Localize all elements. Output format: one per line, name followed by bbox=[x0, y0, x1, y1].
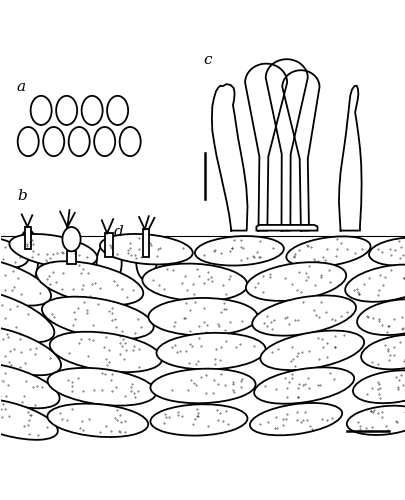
Bar bbox=[105, 234, 113, 257]
Polygon shape bbox=[211, 84, 247, 231]
Ellipse shape bbox=[42, 296, 153, 340]
Ellipse shape bbox=[142, 264, 247, 301]
Bar bbox=[67, 252, 76, 264]
Ellipse shape bbox=[47, 368, 156, 406]
Ellipse shape bbox=[56, 96, 77, 125]
Ellipse shape bbox=[252, 296, 355, 336]
Ellipse shape bbox=[119, 127, 141, 156]
Ellipse shape bbox=[0, 236, 28, 268]
Ellipse shape bbox=[352, 370, 405, 403]
Ellipse shape bbox=[0, 363, 60, 408]
Bar bbox=[26, 226, 31, 249]
Ellipse shape bbox=[94, 127, 115, 156]
Ellipse shape bbox=[286, 236, 370, 267]
Ellipse shape bbox=[9, 234, 97, 268]
Ellipse shape bbox=[0, 326, 61, 375]
Ellipse shape bbox=[0, 258, 51, 306]
Ellipse shape bbox=[148, 298, 257, 336]
Ellipse shape bbox=[136, 244, 156, 281]
Ellipse shape bbox=[0, 288, 54, 343]
Polygon shape bbox=[338, 86, 361, 231]
Polygon shape bbox=[245, 64, 286, 230]
Bar bbox=[143, 229, 149, 256]
Text: a: a bbox=[17, 80, 26, 94]
Ellipse shape bbox=[260, 330, 363, 370]
Ellipse shape bbox=[50, 332, 162, 372]
Ellipse shape bbox=[368, 238, 405, 266]
Ellipse shape bbox=[30, 96, 51, 125]
Ellipse shape bbox=[194, 236, 283, 266]
Ellipse shape bbox=[100, 234, 192, 264]
Ellipse shape bbox=[47, 404, 148, 437]
Ellipse shape bbox=[81, 96, 102, 125]
Ellipse shape bbox=[249, 403, 341, 436]
Ellipse shape bbox=[55, 248, 87, 294]
Ellipse shape bbox=[18, 230, 38, 284]
Ellipse shape bbox=[107, 96, 128, 125]
Ellipse shape bbox=[150, 404, 247, 436]
Ellipse shape bbox=[96, 242, 122, 284]
Ellipse shape bbox=[0, 398, 58, 440]
Ellipse shape bbox=[254, 368, 353, 404]
Polygon shape bbox=[256, 225, 317, 230]
Ellipse shape bbox=[62, 227, 81, 252]
Ellipse shape bbox=[360, 334, 405, 370]
Ellipse shape bbox=[346, 406, 405, 435]
Text: c: c bbox=[202, 52, 211, 66]
Ellipse shape bbox=[356, 299, 405, 335]
Ellipse shape bbox=[156, 333, 265, 370]
Ellipse shape bbox=[245, 262, 345, 301]
Polygon shape bbox=[281, 70, 319, 231]
Text: d: d bbox=[114, 225, 124, 239]
Ellipse shape bbox=[344, 264, 405, 302]
Polygon shape bbox=[265, 59, 307, 230]
Ellipse shape bbox=[43, 127, 64, 156]
Ellipse shape bbox=[36, 261, 143, 305]
Ellipse shape bbox=[68, 127, 90, 156]
Text: b: b bbox=[17, 190, 27, 203]
Ellipse shape bbox=[18, 127, 38, 156]
Ellipse shape bbox=[150, 368, 255, 403]
